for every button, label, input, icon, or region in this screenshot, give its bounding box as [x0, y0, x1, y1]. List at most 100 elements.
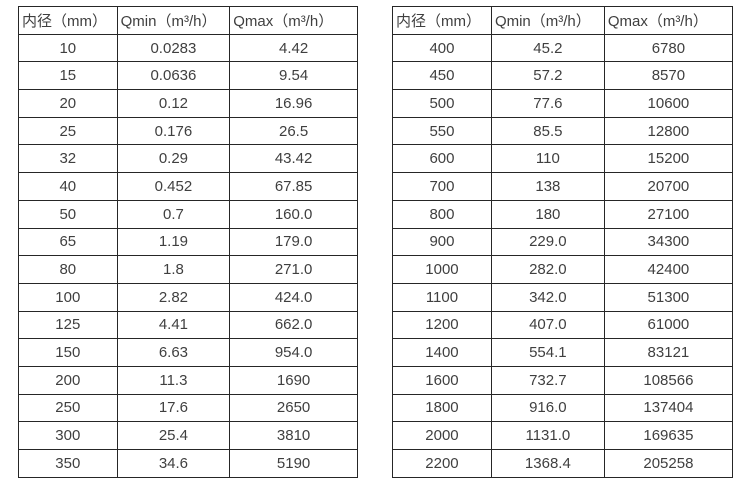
table-row: 50 0.7 160.0	[18, 199, 358, 229]
table-cell: 0.7	[116, 199, 231, 229]
table-cell: 125	[18, 310, 118, 340]
table-cell: 350	[18, 449, 118, 478]
table-cell: 282.0	[490, 255, 605, 284]
table-cell: 2.82	[116, 282, 231, 312]
table-cell: 407.0	[490, 310, 605, 340]
table-cell: 600	[392, 144, 492, 174]
table-cell: 916.0	[490, 393, 605, 423]
table-cell: 8570	[603, 61, 734, 91]
table-row: 250 17.6 2650	[18, 393, 358, 423]
table-row: 1600 732.7 108566	[392, 365, 734, 395]
table-cell: 137404	[603, 393, 734, 423]
table-cell: 424.0	[229, 282, 358, 312]
table-cell: 200	[18, 365, 118, 395]
table-row: 450 57.2 8570	[392, 61, 734, 91]
table-cell: 0.12	[116, 89, 231, 118]
table-row: 125 4.41 662.0	[18, 310, 358, 340]
table-header-row: 内径（mm） Qmin（m³/h） Qmax（m³/h）	[392, 6, 734, 35]
table-cell: 83121	[603, 338, 734, 367]
table-cell: 1200	[392, 310, 492, 340]
table-cell: 4.42	[229, 33, 358, 63]
table-cell: 3810	[229, 421, 358, 450]
table-cell: 50	[18, 199, 118, 229]
table-cell: 800	[392, 199, 492, 229]
table-cell: 732.7	[490, 365, 605, 395]
table-cell: 160.0	[229, 199, 358, 229]
table-cell: 0.452	[116, 172, 231, 201]
table-cell: 138	[490, 172, 605, 201]
table-row: 20 0.12 16.96	[18, 89, 358, 118]
table-cell: 400	[392, 33, 492, 63]
table-cell: 342.0	[490, 282, 605, 312]
table-cell: 20	[18, 89, 118, 118]
table-cell: 51300	[603, 282, 734, 312]
table-row: 800 180 27100	[392, 199, 734, 229]
table-cell: 700	[392, 172, 492, 201]
table-row: 2000 1131.0 169635	[392, 421, 734, 450]
table-cell: 10	[18, 33, 118, 63]
table-row: 1800 916.0 137404	[392, 393, 734, 423]
table-cell: 1.8	[116, 255, 231, 284]
table-cell: 229.0	[490, 227, 605, 257]
table-cell: 12800	[603, 116, 734, 146]
table-cell: 271.0	[229, 255, 358, 284]
table-cell: 1000	[392, 255, 492, 284]
table-cell: 15	[18, 61, 118, 91]
table-row: 25 0.176 26.5	[18, 116, 358, 146]
flow-table-large-diameters: 内径（mm） Qmin（m³/h） Qmax（m³/h） 400 45.2 6780…	[392, 6, 734, 478]
table-cell: 32	[18, 144, 118, 174]
table-row: 32 0.29 43.42	[18, 144, 358, 174]
table-cell: 550	[392, 116, 492, 146]
table-cell: 17.6	[116, 393, 231, 423]
table-cell: 110	[490, 144, 605, 174]
table-row: 300 25.4 3810	[18, 421, 358, 450]
table-row: 600 110 15200	[392, 144, 734, 174]
flow-table-small-diameters: 内径（mm） Qmin（m³/h） Qmax（m³/h） 10 0.0283 4.4…	[18, 6, 358, 478]
table-row: 150 6.63 954.0	[18, 338, 358, 367]
table-cell: 4.41	[116, 310, 231, 340]
table-cell: 500	[392, 89, 492, 118]
table-cell: 2200	[392, 449, 492, 478]
header-qmin: Qmin（m³/h）	[116, 6, 231, 35]
table-cell: 2000	[392, 421, 492, 450]
table-cell: 25	[18, 116, 118, 146]
table-row: 200 11.3 1690	[18, 365, 358, 395]
table-cell: 205258	[603, 449, 734, 478]
table-cell: 27100	[603, 199, 734, 229]
table-cell: 554.1	[490, 338, 605, 367]
table-cell: 662.0	[229, 310, 358, 340]
table-row: 700 138 20700	[392, 172, 734, 201]
table-row: 350 34.6 5190	[18, 449, 358, 478]
table-cell: 61000	[603, 310, 734, 340]
table-cell: 1.19	[116, 227, 231, 257]
table-cell: 16.96	[229, 89, 358, 118]
table-cell: 80	[18, 255, 118, 284]
table-cell: 34300	[603, 227, 734, 257]
table-cell: 43.42	[229, 144, 358, 174]
table-cell: 1131.0	[490, 421, 605, 450]
table-row: 100 2.82 424.0	[18, 282, 358, 312]
table-row: 80 1.8 271.0	[18, 255, 358, 284]
table-cell: 300	[18, 421, 118, 450]
table-cell: 9.54	[229, 61, 358, 91]
table-cell: 26.5	[229, 116, 358, 146]
table-cell: 1400	[392, 338, 492, 367]
table-row: 10 0.0283 4.42	[18, 33, 358, 63]
table-cell: 45.2	[490, 33, 605, 63]
header-inner-diameter: 内径（mm）	[392, 6, 492, 35]
table-row: 65 1.19 179.0	[18, 227, 358, 257]
table-row: 900 229.0 34300	[392, 227, 734, 257]
table-cell: 180	[490, 199, 605, 229]
table-row: 1100 342.0 51300	[392, 282, 734, 312]
table-row: 500 77.6 10600	[392, 89, 734, 118]
table-cell: 1690	[229, 365, 358, 395]
table-cell: 67.85	[229, 172, 358, 201]
table-cell: 108566	[603, 365, 734, 395]
table-cell: 900	[392, 227, 492, 257]
table-row: 400 45.2 6780	[392, 33, 734, 63]
table-cell: 169635	[603, 421, 734, 450]
table-row: 40 0.452 67.85	[18, 172, 358, 201]
table-cell: 20700	[603, 172, 734, 201]
table-row: 550 85.5 12800	[392, 116, 734, 146]
